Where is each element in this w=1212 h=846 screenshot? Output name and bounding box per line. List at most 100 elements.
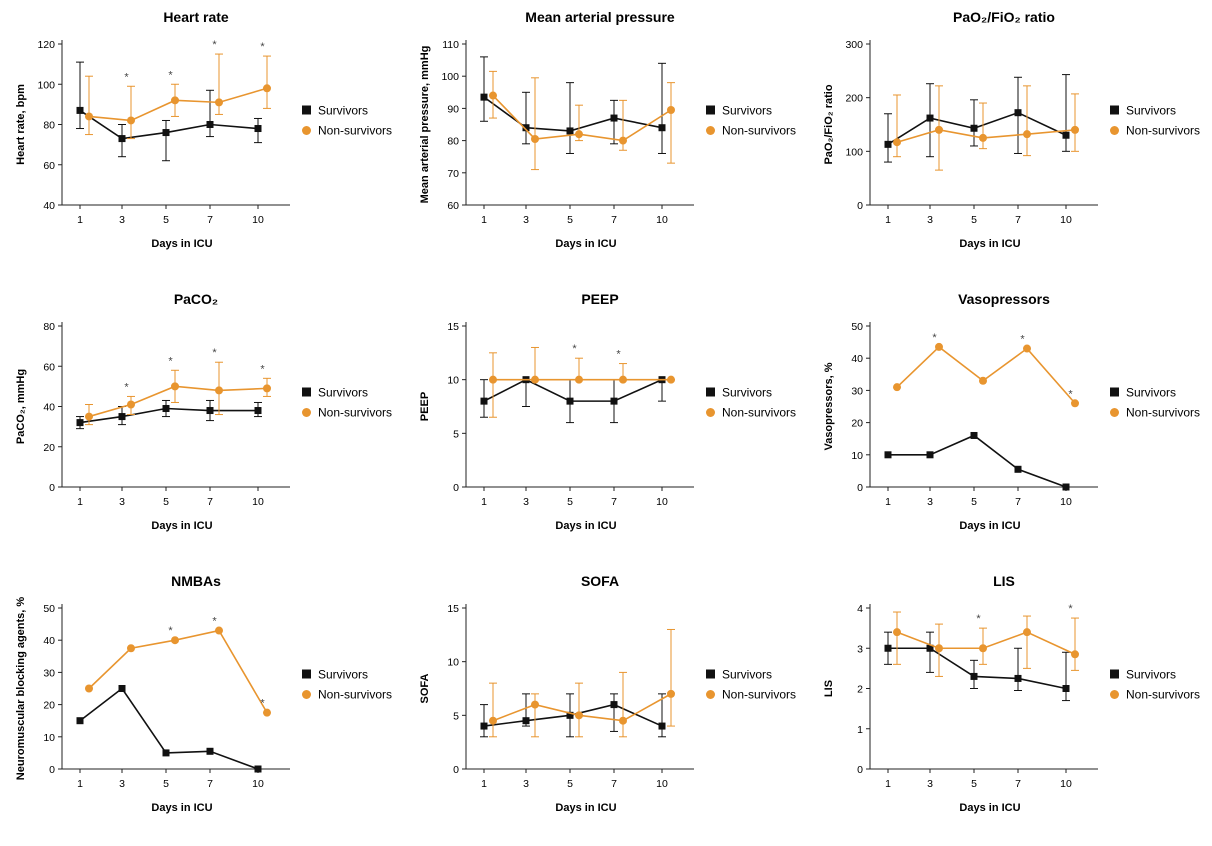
- legend-marker-survivors: [1110, 669, 1119, 679]
- x-tick-label: 3: [119, 496, 125, 508]
- data-point: [127, 116, 135, 125]
- series-line: [88, 87, 268, 122]
- y-tick-label: 10: [447, 657, 459, 669]
- significance-marker: *: [1020, 334, 1025, 346]
- chart-title: Heart rate: [163, 9, 229, 25]
- legend-marker-survivors: [302, 669, 311, 679]
- data-point: [884, 140, 892, 148]
- x-tick-label: 3: [523, 214, 529, 226]
- data-point: [884, 451, 892, 459]
- x-tick-label: 7: [207, 496, 213, 508]
- series-survivors: [884, 631, 1070, 702]
- y-tick-label: 60: [447, 200, 459, 212]
- data-point: [970, 431, 978, 439]
- y-tick-label: 20: [43, 700, 55, 712]
- data-point: [1062, 131, 1070, 139]
- series-survivors: [76, 61, 262, 162]
- series-non-survivors: [489, 346, 675, 418]
- x-axis-label: Days in ICU: [151, 238, 212, 250]
- series-non-survivors: [85, 626, 271, 717]
- x-tick-label: 1: [885, 496, 891, 508]
- data-point: [489, 716, 497, 725]
- data-point: [610, 701, 618, 709]
- data-point: [522, 717, 530, 725]
- data-point: [1014, 674, 1022, 682]
- series-line: [888, 434, 1067, 488]
- legend-label-non-survivors: Non-survivors: [318, 688, 392, 702]
- series-line: [79, 687, 259, 770]
- y-tick-label: 15: [447, 603, 459, 615]
- x-tick-label: 1: [77, 778, 83, 790]
- significance-marker: *: [212, 347, 217, 359]
- y-tick-label: 70: [447, 168, 459, 180]
- x-tick-label: 7: [611, 214, 617, 226]
- y-tick-label: 20: [43, 442, 55, 454]
- data-point: [480, 722, 488, 730]
- data-point: [118, 685, 126, 692]
- significance-marker: *: [124, 381, 129, 393]
- x-tick-label: 1: [885, 778, 891, 790]
- y-tick-label: 40: [43, 200, 55, 212]
- data-point: [489, 91, 497, 100]
- y-tick-label: 0: [857, 200, 863, 212]
- chart-paco2: PaCO₂ 0 20 40 60 80 1 3 5 7 10 Days in ICU PaCO₂, mm…: [0, 282, 404, 564]
- y-tick-label: 30: [43, 667, 55, 679]
- y-axis-label: Neuromuscular blocking agents, %: [15, 597, 27, 781]
- y-tick-label: 3: [857, 643, 863, 655]
- x-tick-label: 10: [656, 496, 668, 508]
- data-point: [926, 451, 934, 459]
- series-survivors: [480, 376, 666, 424]
- data-point: [118, 135, 126, 143]
- data-point: [935, 125, 943, 134]
- y-tick-label: 110: [442, 39, 459, 51]
- data-point: [171, 636, 179, 645]
- x-tick-label: 10: [1060, 214, 1072, 226]
- chart-title: SOFA: [581, 573, 619, 589]
- y-tick-label: 2: [857, 684, 863, 696]
- series-survivors: [480, 56, 666, 154]
- series-non-survivors: [893, 85, 1079, 171]
- series-line: [896, 345, 1076, 404]
- y-tick-label: 300: [845, 39, 863, 51]
- data-point: [162, 749, 170, 757]
- y-tick-label: 10: [851, 450, 863, 462]
- data-point: [1062, 685, 1070, 692]
- data-point: [254, 125, 262, 133]
- data-point: [480, 397, 488, 405]
- data-point: [979, 644, 987, 653]
- legend-label-non-survivors: Non-survivors: [722, 124, 796, 138]
- x-tick-label: 3: [927, 214, 933, 226]
- y-tick-label: 90: [447, 103, 459, 115]
- legend-label-survivors: Survivors: [722, 668, 772, 682]
- legend-marker-non-survivors: [706, 408, 715, 417]
- data-point: [575, 130, 583, 139]
- x-tick-label: 10: [656, 778, 668, 790]
- x-tick-label: 1: [885, 214, 891, 226]
- x-tick-label: 10: [252, 214, 264, 226]
- x-tick-label: 1: [77, 214, 83, 226]
- y-tick-label: 100: [845, 146, 863, 158]
- data-point: [667, 106, 675, 115]
- y-tick-label: 5: [453, 428, 459, 440]
- chart-pao2-fio2-ratio: PaO₂/FiO₂ ratio 0 100 200 300 1 3 5 7 10 Days in I…: [808, 0, 1212, 282]
- data-point: [263, 708, 271, 717]
- chart-heart-rate: Heart rate 40 60 80 100 120 1 3 5 7 10 Days in ICU H…: [0, 0, 404, 282]
- data-point: [76, 717, 84, 725]
- x-tick-label: 3: [523, 778, 529, 790]
- legend-label-non-survivors: Non-survivors: [1126, 406, 1200, 420]
- data-point: [76, 106, 84, 114]
- data-point: [619, 375, 627, 384]
- y-tick-label: 1: [857, 724, 863, 736]
- data-point: [206, 121, 214, 128]
- legend-label-survivors: Survivors: [1126, 386, 1176, 400]
- significance-marker: *: [212, 616, 217, 628]
- series-non-survivors: [85, 361, 271, 426]
- legend-label-non-survivors: Non-survivors: [318, 124, 392, 138]
- chart-svg: PEEP 0 5 10 15 1 3 5 7 10 Days in ICU PEEP * * Survivo…: [419, 291, 796, 532]
- x-axis-label: Days in ICU: [151, 520, 212, 532]
- y-axis-label: Mean arterial pressure, mmHg: [419, 46, 431, 204]
- y-tick-label: 200: [845, 93, 863, 105]
- data-point: [206, 747, 214, 755]
- legend-label-survivors: Survivors: [722, 386, 772, 400]
- chart-vasopressors: Vasopressors 0 10 20 30 40 50 1 3 5 7 10 Days in ICU…: [808, 282, 1212, 564]
